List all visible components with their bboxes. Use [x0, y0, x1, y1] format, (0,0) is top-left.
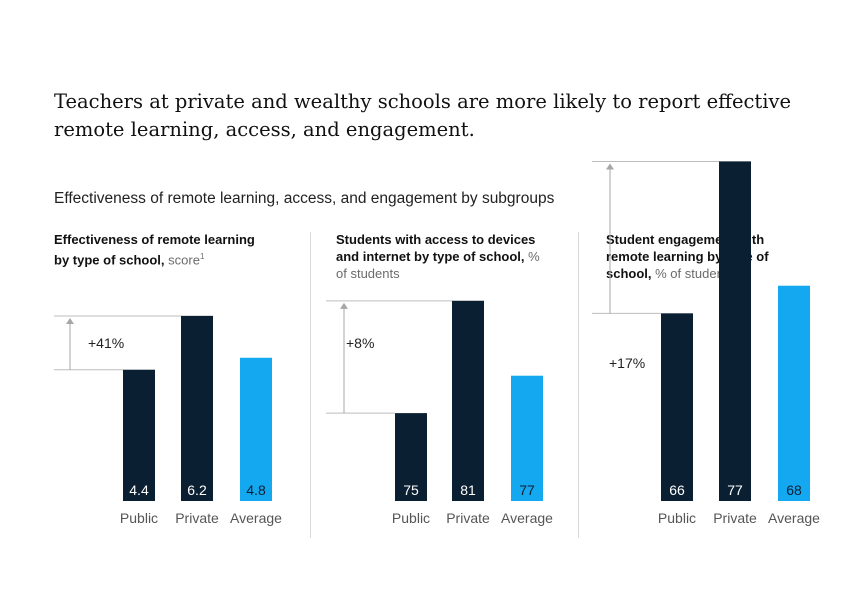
- panel-2-bar-average: [511, 375, 543, 501]
- panel-3-value-label-private: 77: [727, 482, 743, 498]
- panel-1-value-label-private: 6.2: [187, 482, 207, 498]
- panel-2-heading: Students with access to devices and inte…: [336, 231, 541, 282]
- panel-3-value-label-average: 68: [786, 482, 802, 498]
- panel-3-value-label-public: 66: [669, 482, 685, 498]
- panel-1-bar-average: [240, 357, 272, 501]
- panel-2-value-label-private: 81: [460, 482, 476, 498]
- panel-3-unit: % of students: [655, 266, 734, 281]
- panel-3-category-label-private: Private: [713, 510, 757, 526]
- panel-3-arrow-head: [606, 163, 614, 170]
- panel-2-category-label-public: Public: [392, 510, 430, 526]
- chart-title: Teachers at private and wealthy schools …: [54, 90, 792, 141]
- panel-divider-1: [310, 232, 311, 538]
- panel-1-annotation: +41%: [88, 335, 124, 351]
- panel-1-bar-public: [123, 369, 155, 501]
- panel-3-category-label-average: Average: [768, 510, 820, 526]
- panel-3-bar-average: [778, 285, 810, 501]
- panel-2-annotation: +8%: [346, 335, 374, 351]
- panel-2-title: Students with access to devices and inte…: [336, 232, 536, 264]
- panel-1-title: Effectiveness of remote learning by type…: [54, 232, 255, 268]
- panel-1-unit: score: [168, 252, 200, 268]
- panel-1-category-label-average: Average: [230, 510, 282, 526]
- panel-1-category-label-private: Private: [175, 510, 219, 526]
- panel-2-category-label-average: Average: [501, 510, 553, 526]
- panel-3-annotation: +17%: [609, 355, 645, 371]
- panel-2-value-label-public: 75: [403, 482, 419, 498]
- panel-1-bar-private: [181, 315, 213, 501]
- panel-3-category-label-public: Public: [658, 510, 696, 526]
- panel-1-category-label-public: Public: [120, 510, 158, 526]
- panel-2-arrow-head: [340, 302, 348, 309]
- panel-1-arrow-head: [66, 317, 74, 324]
- panel-divider-2: [578, 232, 579, 538]
- panel-1-value-label-average: 4.8: [246, 482, 266, 498]
- panel-2-value-label-average: 77: [519, 482, 535, 498]
- panel-1-heading: Effectiveness of remote learning by type…: [54, 231, 259, 268]
- panel-2-category-label-private: Private: [446, 510, 490, 526]
- panel-2-bar-private: [452, 300, 484, 501]
- panel-2-unit: % of students: [336, 249, 540, 281]
- panel-3-bar-public: [661, 313, 693, 501]
- chart-subtitle: Effectiveness of remote learning, access…: [54, 190, 555, 207]
- panel-3-bar-private: [719, 161, 751, 501]
- panel-1-value-label-public: 4.4: [129, 482, 149, 498]
- panel-2-bar-public: [395, 413, 427, 501]
- panel-1-footnote: 1: [199, 252, 205, 261]
